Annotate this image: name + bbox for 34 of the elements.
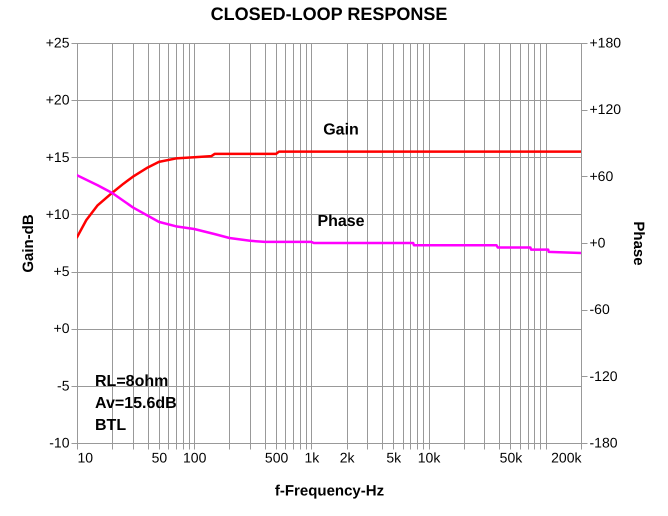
y-tick-label: +10 (46, 206, 70, 222)
y2-tick-label: +120 (590, 101, 622, 118)
y2-tick-label: -60 (590, 301, 610, 318)
y-tick-label: +5 (54, 263, 70, 280)
y2-tick-label: -120 (590, 368, 618, 384)
x-axis-title: f-Frequency-Hz (274, 482, 384, 500)
annotation: BTL (95, 417, 126, 434)
y2-tick-label: -180 (590, 434, 618, 450)
y-tick-label: -5 (57, 377, 70, 394)
x-tick-label: 200k (551, 450, 582, 466)
x-tick-label: 500 (264, 450, 288, 466)
y2-axis-title: Phase (630, 221, 648, 266)
x-tick-label: 2k (340, 450, 356, 466)
y-tick-label: +0 (54, 320, 70, 336)
x-tick-label: 100 (183, 450, 207, 466)
chart-title: CLOSED-LOOP RESPONSE (210, 4, 448, 24)
y-axis-title: Gain-dB (20, 214, 37, 273)
y-tick-label: +25 (46, 34, 70, 50)
y-tick-label: +20 (46, 92, 70, 108)
x-tick-label: 50 (152, 450, 168, 466)
y-tick-label: -10 (49, 434, 70, 450)
series-label: Phase (317, 213, 365, 230)
series-label: Gain (323, 122, 359, 139)
y2-tick-label: +0 (590, 234, 606, 250)
x-tick-label: 50k (500, 450, 524, 466)
annotation: Av=15.6dB (95, 395, 177, 412)
x-tick-label: 10k (418, 450, 442, 466)
x-tick-label: 5k (386, 450, 402, 466)
y2-tick-label: +180 (590, 34, 622, 50)
x-tick-label: 1k (304, 450, 320, 466)
x-tick-label: 10 (78, 450, 94, 466)
y2-tick-label: +60 (590, 168, 614, 184)
y-tick-label: +15 (46, 148, 70, 165)
annotation: RL=8ohm (95, 373, 168, 390)
